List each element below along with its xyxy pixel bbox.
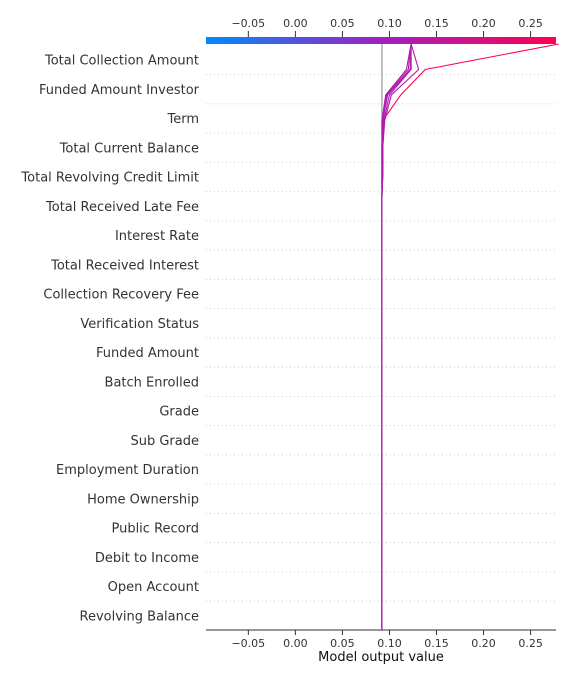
feature-label: Debit to Income <box>95 551 199 566</box>
feature-label: Total Collection Amount <box>44 54 199 69</box>
bottom-tick-label: 0.10 <box>377 637 402 650</box>
feature-label: Verification Status <box>80 317 199 332</box>
bottom-tick-label: 0.25 <box>518 637 543 650</box>
feature-label: Total Received Interest <box>50 258 199 273</box>
feature-labels: Total Collection Amount Funded Amount Inv… <box>20 54 199 625</box>
feature-label: Funded Amount <box>96 346 199 361</box>
bottom-tick-label: 0.05 <box>330 637 355 650</box>
x-axis-label: Model output value <box>318 650 444 665</box>
bottom-tick-label: 0.20 <box>471 637 496 650</box>
feature-gridlines <box>206 75 556 631</box>
feature-label: Interest Rate <box>115 229 199 244</box>
top-tick-label: 0.00 <box>283 17 308 30</box>
feature-label: Term <box>166 112 199 127</box>
feature-label: Public Record <box>111 522 199 537</box>
feature-label: Funded Amount Investor <box>39 83 200 98</box>
top-tick-label: 0.15 <box>424 17 449 30</box>
colorbar <box>206 37 556 44</box>
top-tick-label: 0.25 <box>518 17 543 30</box>
feature-label: Collection Recovery Fee <box>43 288 199 303</box>
feature-label: Total Current Balance <box>59 141 199 156</box>
decision-line <box>382 44 419 630</box>
top-axis: −0.05 0.00 0.05 0.10 0.15 0.20 0.25 <box>231 17 542 37</box>
feature-label: Grade <box>159 405 199 420</box>
bottom-tick-label: 0.15 <box>424 637 449 650</box>
bottom-axis: −0.05 0.00 0.05 0.10 0.15 0.20 0.25 <box>206 630 556 650</box>
feature-label: Open Account <box>108 580 199 595</box>
top-tick-label: 0.10 <box>377 17 402 30</box>
feature-label: Home Ownership <box>87 492 199 507</box>
top-tick-label: −0.05 <box>231 17 265 30</box>
top-tick-label: 0.05 <box>330 17 355 30</box>
feature-label: Total Revolving Credit Limit <box>20 171 199 186</box>
feature-label: Employment Duration <box>56 463 199 478</box>
feature-label: Total Received Late Fee <box>45 200 199 215</box>
feature-label: Sub Grade <box>130 434 199 449</box>
bottom-tick-label: −0.05 <box>231 637 265 650</box>
bottom-tick-label: 0.00 <box>283 637 308 650</box>
feature-label: Revolving Balance <box>80 609 199 624</box>
feature-label: Batch Enrolled <box>105 375 199 390</box>
top-tick-label: 0.20 <box>471 17 496 30</box>
